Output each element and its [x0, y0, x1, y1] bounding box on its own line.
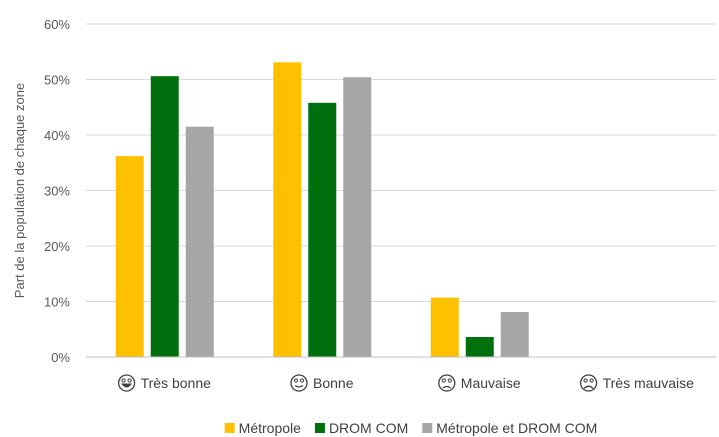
bar-0-0: [115, 156, 144, 357]
legend-swatch: [314, 423, 325, 433]
y-axis-ticks: 0% 10% 20% 30% 40% 50% 60%: [44, 17, 70, 365]
bar-0-2: [430, 297, 459, 357]
legend: Métropole DROM COM Métropole et DROM COM: [224, 420, 597, 436]
category-label: Très bonne: [141, 375, 212, 391]
bars: [115, 62, 529, 358]
bar-2-0: [185, 126, 214, 357]
y-tick-label: 10%: [44, 295, 70, 310]
y-tick-label: 60%: [44, 17, 70, 32]
legend-item: Métropole: [224, 420, 301, 436]
legend-swatch: [224, 423, 235, 433]
y-tick-label: 30%: [44, 184, 70, 199]
gridlines: [86, 23, 716, 302]
legend-label: Métropole: [239, 420, 301, 436]
y-tick-label: 50%: [44, 73, 70, 88]
smiling-face-icon: [290, 374, 308, 392]
y-tick-label: 40%: [44, 128, 70, 143]
bar-2-1: [343, 77, 372, 357]
bar-2-2: [500, 312, 529, 357]
x-axis-categories: Très bonne Bonne Mauvaise Très mauvaise: [117, 374, 695, 392]
category-label-group: Bonne: [290, 374, 354, 392]
bar-0-1: [273, 62, 302, 358]
bar-1-1: [308, 102, 337, 357]
y-tick-label: 20%: [44, 239, 70, 254]
bar-1-2: [465, 337, 494, 357]
category-label-group: Très mauvaise: [579, 374, 695, 392]
category-label: Bonne: [313, 375, 354, 391]
category-label: Mauvaise: [461, 375, 521, 391]
y-tick-label: 0%: [51, 350, 70, 365]
category-label: Très mauvaise: [603, 375, 695, 391]
category-label-group: Très bonne: [117, 374, 212, 392]
legend-label: DROM COM: [329, 420, 408, 436]
category-label-group: Mauvaise: [438, 374, 521, 392]
y-axis-title: Part de la population de chaque zone: [12, 83, 27, 298]
legend-swatch: [422, 423, 433, 433]
very-sad-face-icon: [579, 374, 598, 392]
bar-1-0: [150, 76, 179, 358]
legend-item: Métropole et DROM COM: [422, 420, 597, 436]
grinning-face-icon: [117, 374, 136, 392]
frowning-face-icon: [438, 374, 456, 392]
legend-item: DROM COM: [314, 420, 408, 436]
legend-label: Métropole et DROM COM: [436, 420, 597, 436]
